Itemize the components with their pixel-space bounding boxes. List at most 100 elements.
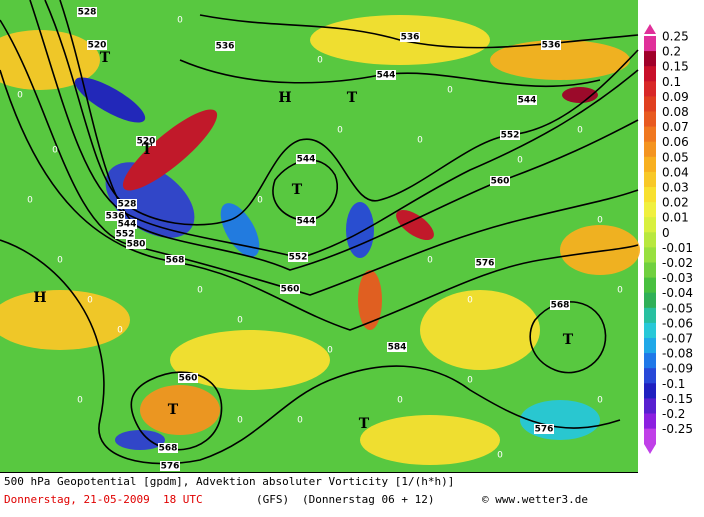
- footer-background: [0, 472, 704, 513]
- contour-label-bg: [534, 424, 554, 434]
- colorbar-swatch: [644, 338, 656, 354]
- zero-label: 0: [617, 286, 623, 296]
- contour-label: 584: [388, 343, 407, 353]
- colorbar-swatch: [644, 232, 656, 248]
- contour-label-bg: [280, 284, 300, 294]
- colorbar-label: 0.25: [662, 30, 689, 44]
- colorbar-swatch: [644, 383, 656, 399]
- pressure-center: T: [292, 182, 303, 198]
- colorbar-swatch: [644, 36, 656, 52]
- colorbar-swatch: [644, 187, 656, 203]
- contour-label: 544: [118, 220, 137, 230]
- contour-label-bg: [475, 258, 495, 268]
- colorbar-label: -0.01: [662, 241, 693, 255]
- contour-label: 536: [216, 42, 235, 52]
- colorbar-label: 0.07: [662, 120, 689, 134]
- vorticity-field: [0, 15, 640, 465]
- zero-label: 0: [467, 376, 473, 386]
- zero-label: 0: [337, 126, 343, 136]
- footer-run: (Donnerstag 06 + 12): [302, 493, 434, 506]
- contour-label: 544: [518, 96, 537, 106]
- pressure-center: T: [347, 90, 358, 106]
- colorbar-swatch: [644, 277, 656, 294]
- contour-label-bg: [77, 7, 97, 17]
- colorbar-label: -0.04: [662, 286, 693, 300]
- contour-label: 544: [297, 217, 316, 227]
- colorbar-label: 0: [662, 226, 670, 240]
- contour-label-bg: [541, 40, 561, 50]
- zero-label: 0: [237, 316, 243, 326]
- zero-label: 0: [57, 256, 63, 266]
- contour-label-bg: [105, 211, 125, 221]
- contour-label-bg: [136, 136, 156, 146]
- colorbar-label: -0.09: [662, 362, 693, 376]
- colorbar-label: 0.02: [662, 196, 689, 210]
- contour-label: 528: [78, 8, 97, 18]
- zero-label: 0: [597, 216, 603, 226]
- zero-label: 0: [497, 451, 503, 461]
- colorbar-label: 0.03: [662, 181, 689, 195]
- colorbar-swatch: [644, 292, 656, 309]
- contour-label-bg: [215, 41, 235, 51]
- contour-label: 536: [542, 41, 561, 51]
- contour-label: 544: [297, 155, 316, 165]
- colorbar-label: -0.03: [662, 271, 693, 285]
- colorbar-label: 0.09: [662, 90, 689, 104]
- colorbar-swatch: [644, 307, 656, 324]
- colorbar-swatch: [644, 96, 656, 112]
- colorbar-arrow-top: [644, 24, 656, 34]
- colorbar-label: -0.1: [662, 377, 685, 391]
- zero-label: 0: [297, 416, 303, 426]
- colorbar-swatch: [644, 262, 656, 279]
- contour-label: 520: [137, 137, 156, 147]
- colorbar-swatch: [644, 51, 656, 67]
- colorbar-swatch: [644, 247, 656, 263]
- pressure-center: H: [33, 290, 46, 306]
- colorbar-label: 0.2: [662, 45, 681, 59]
- zero-label: 0: [177, 16, 183, 26]
- colorbar-label: -0.06: [662, 316, 693, 330]
- contour-label: 560: [281, 285, 300, 295]
- contour-label-bg: [400, 32, 420, 42]
- colorbar-label: 0.01: [662, 211, 689, 225]
- zero-label: 0: [27, 196, 33, 206]
- contour-label: 544: [377, 71, 396, 81]
- colorbar-swatch: [644, 353, 656, 369]
- colorbar-swatch: [644, 202, 656, 218]
- footer-credit[interactable]: © www.wetter3.de: [482, 493, 588, 506]
- contour-label-bg: [550, 300, 570, 310]
- footer-model: (GFS): [256, 493, 289, 506]
- colorbar-label: 0.04: [662, 165, 689, 179]
- contour-label: 568: [159, 444, 178, 454]
- colorbar-label: -0.08: [662, 347, 693, 361]
- pressure-center: T: [100, 50, 111, 66]
- zero-label: 0: [317, 56, 323, 66]
- colorbar-label: 0.05: [662, 150, 689, 164]
- colorbar-swatch: [644, 126, 656, 143]
- zero-label: 0: [17, 91, 23, 101]
- colorbar-swatch: [644, 368, 656, 384]
- colorbar-swatch: [644, 413, 656, 430]
- colorbar-label: -0.2: [662, 407, 685, 421]
- colorbar-label: -0.02: [662, 256, 693, 270]
- contour-label: 568: [551, 301, 570, 311]
- colorbar-label: 0.08: [662, 105, 689, 119]
- contour-label: 536: [106, 212, 125, 222]
- footer-description: 500 hPa Geopotential [gpdm], Advektion a…: [4, 475, 454, 488]
- pressure-center: T: [142, 142, 153, 158]
- contour-label-bg: [117, 219, 137, 229]
- colorbar-swatch: [644, 156, 656, 173]
- contour-label: 560: [491, 177, 510, 187]
- contour-label-bg: [296, 154, 316, 164]
- colorbar-swatch: [644, 217, 656, 233]
- colorbar-label: -0.15: [662, 392, 693, 406]
- contour-label: 576: [535, 425, 554, 435]
- zero-label: 0: [447, 86, 453, 96]
- contour-label: 520: [88, 41, 107, 51]
- pressure-center: H: [278, 90, 291, 106]
- zero-label: 0: [52, 146, 58, 156]
- contour-label-bg: [117, 199, 137, 209]
- contour-label: 560: [179, 374, 198, 384]
- contour-label-bg: [160, 461, 180, 471]
- colorbar-swatch: [644, 428, 656, 445]
